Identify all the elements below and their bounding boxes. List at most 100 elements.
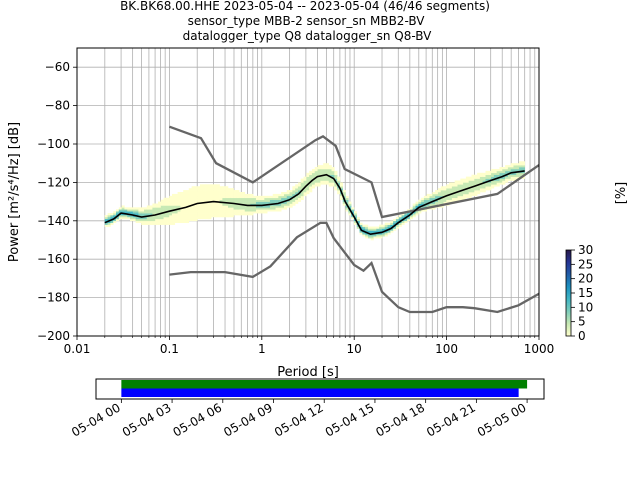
histogram-cell — [174, 207, 178, 210]
histogram-cell — [337, 180, 341, 183]
histogram-cell — [423, 201, 428, 204]
histogram-cell — [213, 209, 218, 212]
histogram-cell — [435, 201, 439, 204]
histogram-cell — [426, 199, 430, 202]
histogram-cell — [485, 178, 489, 181]
histogram-cell — [519, 172, 523, 176]
histogram-cell — [239, 192, 243, 195]
histogram-cell — [516, 163, 520, 166]
histogram-cell — [309, 190, 313, 193]
histogram-cell — [426, 203, 430, 206]
histogram-cell — [118, 216, 122, 220]
histogram-cell — [241, 192, 246, 195]
histogram-cell — [328, 180, 332, 183]
histogram-cell — [157, 222, 162, 225]
histogram-cell — [188, 218, 192, 222]
histogram-cell — [197, 203, 201, 206]
histogram-cell — [373, 236, 377, 239]
colorbar-tick-label: 15 — [578, 286, 593, 300]
histogram-cell — [381, 228, 386, 231]
histogram-cell — [493, 168, 497, 172]
histogram-cell — [191, 215, 195, 218]
histogram-cell — [353, 220, 358, 224]
histogram-cell — [471, 174, 475, 177]
histogram-cell — [297, 188, 302, 191]
histogram-cell — [348, 205, 352, 208]
histogram-cell — [113, 220, 117, 224]
histogram-cell — [513, 168, 517, 172]
histogram-cell — [267, 207, 271, 210]
histogram-cell — [230, 199, 234, 202]
histogram-cell — [183, 190, 187, 193]
histogram-cell — [373, 228, 377, 231]
histogram-cell — [255, 201, 260, 204]
histogram-cell — [264, 211, 268, 214]
histogram-cell — [183, 211, 187, 214]
histogram-cell — [465, 190, 470, 193]
histogram-cell — [219, 215, 223, 218]
histogram-cell — [213, 193, 218, 197]
histogram-cell — [194, 218, 198, 222]
histogram-cell — [199, 205, 204, 208]
histogram-cell — [379, 232, 383, 235]
histogram-cell — [152, 207, 156, 210]
y-tick-label: −60 — [45, 60, 70, 74]
y-axis-ticks: −200 −180 −160 −140 −120 −100 −80 −60 — [37, 60, 77, 343]
histogram-cell — [320, 172, 324, 176]
histogram-cell — [432, 195, 436, 199]
histogram-cell — [141, 213, 145, 216]
histogram-cell — [183, 197, 187, 200]
histogram-cell — [188, 199, 192, 202]
histogram-cell — [323, 168, 327, 172]
histogram-cell — [141, 207, 145, 210]
histogram-cell — [166, 209, 170, 212]
histogram-cell — [295, 192, 299, 195]
histogram-cell — [311, 180, 316, 183]
histogram-cell — [275, 193, 279, 197]
histogram-cell — [465, 180, 470, 183]
histogram-cell — [309, 188, 313, 191]
histogram-cell — [432, 201, 436, 204]
histogram-cell — [104, 222, 108, 225]
histogram-cell — [166, 199, 170, 202]
histogram-cell — [132, 211, 136, 214]
histogram-cell — [449, 184, 453, 187]
histogram-cell — [493, 176, 497, 179]
histogram-cell — [155, 203, 159, 206]
histogram-cell — [250, 209, 254, 212]
histogram-cell — [208, 186, 212, 189]
histogram-cell — [202, 207, 206, 210]
histogram-cell — [177, 193, 181, 197]
histogram-cell — [281, 193, 285, 197]
histogram-cell — [342, 193, 346, 197]
histogram-cell — [415, 203, 419, 206]
histogram-cell — [241, 211, 246, 214]
histogram-cell — [516, 174, 520, 177]
histogram-cell — [225, 199, 229, 202]
histogram-cell — [521, 167, 525, 170]
histogram-cell — [244, 195, 248, 199]
histogram-cell — [241, 201, 246, 204]
histogram-cell — [474, 180, 478, 183]
histogram-cell — [437, 188, 442, 191]
histogram-cell — [104, 215, 108, 218]
histogram-cell — [157, 205, 162, 208]
histogram-cell — [496, 172, 500, 176]
histogram-cell — [163, 220, 167, 224]
histogram-cell — [169, 199, 173, 202]
histogram-cell — [429, 199, 433, 202]
histogram-cell — [146, 222, 150, 225]
histogram-cell — [135, 211, 139, 214]
histogram-cell — [474, 190, 478, 193]
histogram-cell — [286, 193, 290, 197]
histogram-cell — [412, 207, 416, 210]
histogram-cell — [435, 199, 439, 202]
histogram-cell — [468, 180, 472, 183]
histogram-cell — [311, 184, 316, 187]
y-tick-label: −120 — [37, 175, 70, 189]
histogram-cell — [463, 184, 467, 187]
histogram-cell — [160, 205, 164, 208]
mode-line — [104, 170, 525, 236]
histogram-cell — [230, 215, 234, 218]
histogram-cell — [454, 190, 458, 193]
